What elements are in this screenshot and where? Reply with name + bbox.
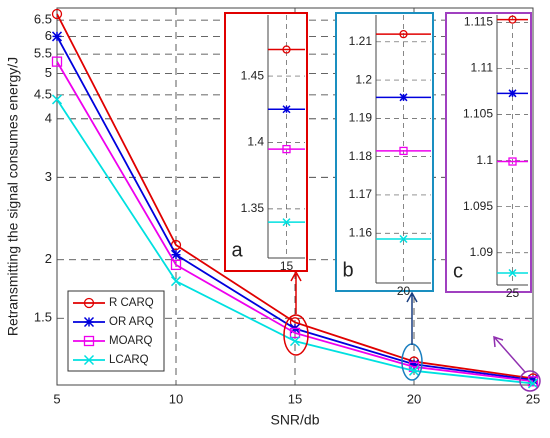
inset-label: c xyxy=(453,260,463,282)
marker xyxy=(170,249,182,260)
inset-frame xyxy=(445,12,532,293)
marker xyxy=(408,359,420,370)
x-tick-label: 15 xyxy=(288,391,302,406)
marker xyxy=(399,234,408,244)
y-tick-label: 6 xyxy=(45,28,52,43)
marker xyxy=(399,146,408,156)
marker xyxy=(282,144,291,154)
y-tick-label: 4.5 xyxy=(34,86,52,101)
y-tick-label: 1.35 xyxy=(241,201,265,215)
arrow xyxy=(493,335,526,373)
inset-label: b xyxy=(342,259,353,281)
marker xyxy=(282,218,291,227)
marker xyxy=(399,93,408,102)
marker xyxy=(51,31,63,42)
legend-label: MOARQ xyxy=(109,335,153,347)
inset-frame xyxy=(335,12,434,292)
x-tick-label: 25 xyxy=(506,286,520,300)
y-tick-label: 1.19 xyxy=(349,111,373,125)
legend-marker xyxy=(83,354,95,366)
x-tick-label: 15 xyxy=(280,259,294,273)
y-tick-label: 1.17 xyxy=(349,187,373,201)
marker xyxy=(51,8,63,20)
highlight-ellipse xyxy=(519,370,541,392)
y-tick-label: 5 xyxy=(45,65,52,80)
y-tick-label: 1.5 xyxy=(34,310,52,325)
y-tick-label: 1.095 xyxy=(463,199,493,213)
legend-marker xyxy=(83,316,95,328)
y-axis-label: Retransmitting the signal consumes energ… xyxy=(5,57,21,336)
marker xyxy=(51,56,63,67)
y-tick-label: 1.2 xyxy=(355,72,372,86)
arrow xyxy=(406,291,418,345)
marker xyxy=(508,89,517,98)
x-tick-label: 5 xyxy=(53,391,60,406)
y-tick-label: 6.5 xyxy=(34,12,52,27)
x-tick-label: 20 xyxy=(407,391,421,406)
y-tick-label: 1.1 xyxy=(476,153,493,167)
legend-label: LCARQ xyxy=(109,354,149,366)
y-tick-label: 1.21 xyxy=(349,34,373,48)
marker xyxy=(399,29,408,39)
marker xyxy=(282,105,291,114)
legend-box xyxy=(67,290,165,372)
marker xyxy=(408,365,420,376)
x-axis-label: SNR/db xyxy=(270,412,319,428)
series-line xyxy=(56,61,534,383)
y-tick-label: 1.09 xyxy=(470,245,494,259)
y-tick-label: 1.11 xyxy=(471,61,494,75)
marker xyxy=(508,15,517,24)
y-tick-label: 4 xyxy=(45,110,52,125)
marker xyxy=(289,336,301,347)
marker xyxy=(508,157,517,166)
legend-marker xyxy=(83,297,95,309)
series-line xyxy=(56,13,534,380)
inset-label: a xyxy=(231,239,243,261)
y-tick-label: 1.115 xyxy=(464,15,493,29)
x-tick-label: 25 xyxy=(526,391,540,406)
y-tick-label: 1.4 xyxy=(247,135,264,149)
y-tick-label: 1.45 xyxy=(241,68,265,82)
y-tick-label: 1.16 xyxy=(349,225,373,239)
y-tick-label: 3 xyxy=(45,169,52,184)
marker xyxy=(170,259,182,271)
x-tick-label: 10 xyxy=(169,391,183,406)
y-tick-label: 1.18 xyxy=(349,149,373,163)
legend-label: R CARQ xyxy=(109,297,154,309)
marker xyxy=(527,374,539,385)
marker xyxy=(508,268,517,278)
highlight-ellipse xyxy=(283,314,309,356)
marker xyxy=(289,327,301,339)
plot-frame xyxy=(56,7,534,386)
marker xyxy=(282,45,291,54)
y-tick-label: 1.105 xyxy=(463,107,493,121)
y-tick-label: 5.5 xyxy=(34,46,52,61)
marker xyxy=(170,276,182,287)
x-tick-label: 20 xyxy=(397,284,411,298)
legend: R CARQ OR ARQ MOARQ LCARQ xyxy=(67,290,165,372)
marker xyxy=(51,94,63,105)
legend-label: OR ARQ xyxy=(109,316,154,328)
y-tick-label: 2 xyxy=(45,251,52,266)
inset-frame xyxy=(224,12,308,272)
legend-marker xyxy=(83,335,95,347)
marker xyxy=(527,376,539,387)
marker xyxy=(527,378,539,389)
